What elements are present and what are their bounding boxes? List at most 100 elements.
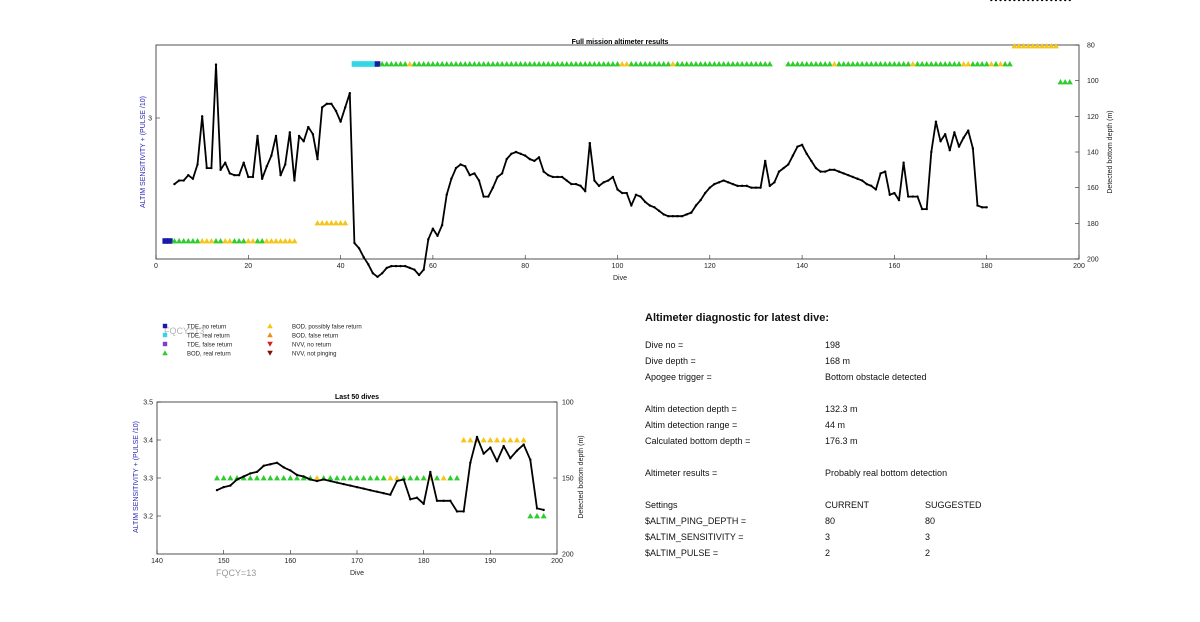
top-overlay-marker [536, 61, 543, 67]
ping-depth-label: $ALTIM_PING_DEPTH = [645, 516, 747, 526]
top-bottom-depth-point [985, 206, 988, 209]
top-bottom-depth-point [722, 179, 725, 182]
top-overlay-marker [577, 61, 584, 67]
bottom-x-tick-label: 180 [418, 558, 430, 565]
top-bottom-depth-point [445, 193, 448, 196]
top-bottom-depth-point [925, 207, 928, 211]
top-bottom-depth-point [334, 109, 338, 113]
top-overlay-marker [979, 61, 986, 67]
top-overlay-marker [226, 238, 233, 244]
top-overlay-marker [1006, 61, 1013, 67]
pulse-row: $ALTIM_PULSE = 2 2 [645, 548, 1165, 564]
top-overlay-marker [766, 61, 773, 67]
top-bottom-depth-point [994, 0, 998, 2]
top-bottom-depth-point [551, 175, 555, 179]
top-overlay-marker [697, 61, 704, 67]
top-overlay-marker [803, 61, 810, 67]
top-overlay-marker [272, 238, 279, 244]
top-bottom-depth-point [763, 159, 767, 163]
top-overlay-marker [946, 61, 953, 67]
top-bottom-depth-point [468, 173, 472, 177]
top-bottom-depth-point [256, 134, 259, 138]
top-overlay-marker [545, 61, 552, 67]
top-overlay-marker [462, 61, 469, 67]
top-bottom-depth-point [911, 195, 915, 198]
top-overlay-marker [337, 220, 344, 226]
legend-marker [162, 350, 168, 356]
top-overlay-marker [402, 61, 409, 67]
top-bottom-depth-point [496, 175, 499, 179]
top-overlay-marker [531, 61, 538, 67]
bottom-overlay-marker [274, 475, 280, 481]
bottom-bottom-depth-point [342, 482, 345, 486]
legend-marker [267, 332, 273, 338]
top-bottom-depth-point [205, 166, 208, 170]
top-overlay-marker [711, 61, 718, 67]
top-overlay-marker [425, 61, 432, 67]
top-bottom-depth-point [1068, 0, 1071, 2]
top-bottom-depth-point [588, 141, 592, 145]
bottom-overlay-marker [360, 475, 367, 481]
top-overlay-marker [872, 61, 879, 67]
current-header: CURRENT [825, 500, 869, 510]
top-bottom-depth-point [648, 204, 652, 207]
bottom-y-right-tick-label: 150 [562, 476, 574, 483]
bottom-bottom-depth-point [289, 469, 292, 472]
top-overlay-marker [683, 61, 690, 67]
bottom-overlay-marker [440, 475, 447, 481]
top-overlay-marker [342, 220, 349, 226]
top-bottom-depth-point [593, 179, 596, 182]
top-overlay-marker [817, 61, 824, 67]
top-bottom-depth-point [773, 181, 776, 184]
top-overlay-marker [332, 220, 339, 226]
detection-range-value: 44 m [825, 420, 846, 430]
top-bottom-depth-point [362, 256, 365, 259]
top-overlay-marker [319, 220, 326, 226]
bottom-bottom-depth-point [369, 488, 372, 492]
top-bottom-depth-point [634, 193, 638, 196]
top-bottom-depth-point [339, 120, 342, 123]
top-overlay-marker [572, 61, 579, 67]
top-overlay-marker [596, 61, 603, 67]
bottom-y-right-ticks: 100 150 200 [553, 400, 574, 559]
bottom-bottom-depth-point [509, 457, 512, 460]
top-overlay-marker [831, 61, 838, 67]
top-bottom-depth-point [427, 238, 430, 241]
bottom-overlay-marker [254, 475, 260, 481]
top-bottom-depth-point [1045, 0, 1048, 2]
top-x-tick-label: 180 [981, 263, 993, 270]
top-bottom-depth-point [976, 204, 979, 207]
top-overlay-marker [263, 238, 270, 244]
legend-label: TDE, false return [187, 343, 232, 349]
top-bottom-depth-point [417, 273, 421, 277]
top-overlay-marker [734, 61, 741, 67]
bottom-y-left-tick-label: 3.4 [143, 438, 153, 445]
top-bottom-depth-point [436, 234, 439, 238]
top-bottom-depth-point [731, 182, 735, 186]
bottom-x-tick-label: 190 [484, 558, 496, 565]
top-overlay-marker [960, 61, 967, 67]
top-bottom-depth-point [879, 172, 882, 175]
sensitivity-suggested: 3 [925, 532, 931, 542]
top-bottom-depth-point [639, 195, 642, 198]
top-overlay-marker [559, 61, 566, 67]
bottom-bottom-depth-point [489, 446, 492, 449]
top-overlay-marker [392, 61, 399, 67]
top-overlay-marker [489, 61, 496, 67]
top-overlay-marker [236, 238, 243, 244]
top-overlay-marker [720, 61, 727, 67]
top-overlay-marker [706, 61, 713, 67]
top-bottom-depth-point [897, 198, 901, 202]
top-bottom-depth-point [777, 170, 781, 173]
top-overlay-marker [429, 61, 436, 67]
bottom-y-right-tick-label: 100 [562, 400, 574, 407]
top-overlay-marker [849, 61, 856, 67]
pulse-current: 2 [825, 548, 831, 558]
top-overlay-marker [526, 61, 533, 67]
top-bottom-depth-point [210, 166, 213, 170]
apogee-trigger-value: Bottom obstacle detected [825, 372, 927, 382]
bottom-overlay-marker [240, 475, 247, 481]
bottom-x-tick-label: 170 [351, 558, 363, 565]
top-y-left-tick-label: 3 [148, 116, 152, 123]
settings-label: Settings [645, 500, 678, 510]
